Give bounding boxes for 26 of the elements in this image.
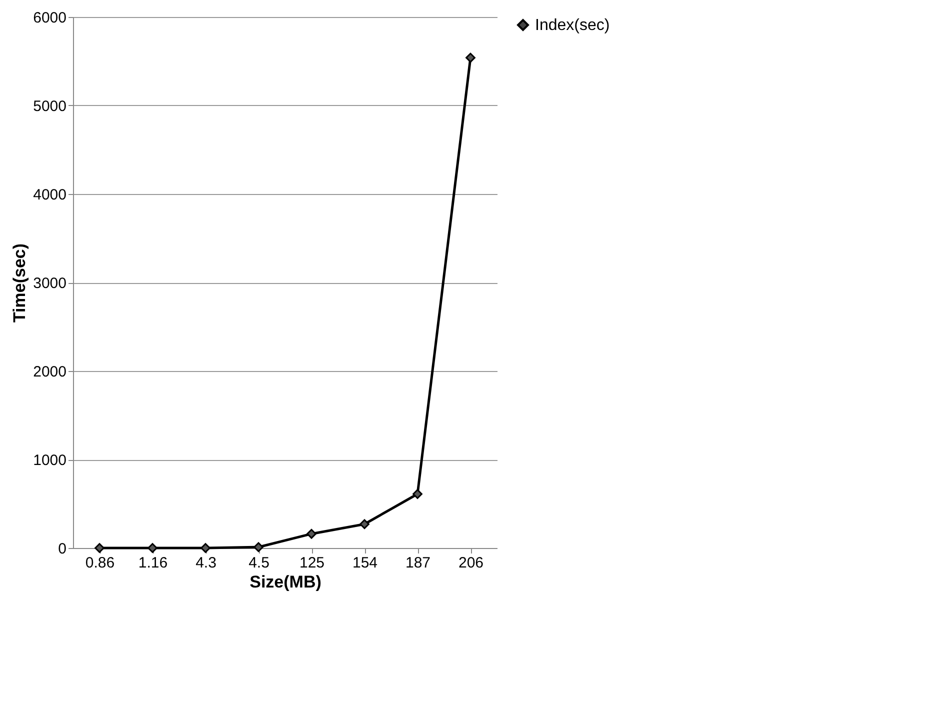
y-tick-label: 2000 xyxy=(33,364,66,380)
y-tick-label: 0 xyxy=(58,540,66,558)
point xyxy=(94,543,104,553)
legend-label: Index(sec) xyxy=(535,17,610,34)
point xyxy=(200,543,210,553)
x-tick-label: 4.5 xyxy=(248,554,270,572)
x-tick-label: 187 xyxy=(405,554,431,572)
x-tick-label: 0.86 xyxy=(85,554,115,572)
x-tick-label: 206 xyxy=(458,554,484,572)
x-tick-label: 4.3 xyxy=(196,554,216,572)
y-tick-label: 3000 xyxy=(33,275,66,292)
y-tick-label: 5000 xyxy=(33,98,66,115)
x-tick-label: 125 xyxy=(299,554,325,572)
x-axis-title: Size(MB) xyxy=(250,572,322,592)
y-tick-label: 1000 xyxy=(33,452,66,469)
point xyxy=(360,519,370,530)
point xyxy=(466,52,476,63)
y-axis-title: Time(sec) xyxy=(10,243,30,323)
x-tick-label: 1.16 xyxy=(138,554,168,572)
y-tick-label: 4000 xyxy=(33,186,66,204)
point xyxy=(148,543,158,553)
point xyxy=(306,528,316,539)
point xyxy=(254,542,264,552)
point xyxy=(412,489,422,499)
y-tick-label: 6000 xyxy=(33,10,66,26)
x-tick-label: 154 xyxy=(352,554,378,572)
